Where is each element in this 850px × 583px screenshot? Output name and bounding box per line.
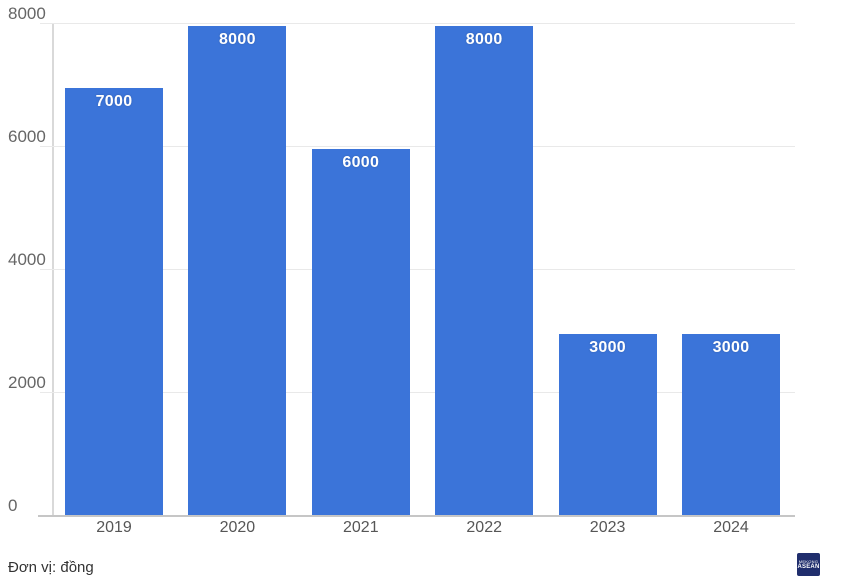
y-tick-label-0: 0 xyxy=(8,496,18,515)
x-tick-label-2019: 2019 xyxy=(96,519,132,536)
bar-2020: 8000 xyxy=(188,26,287,515)
bar-2023: 3000 xyxy=(558,333,657,515)
bar-value-label-2022: 8000 xyxy=(465,31,503,48)
bar-value-label-2023: 3000 xyxy=(589,338,626,356)
gridline-2000 xyxy=(40,392,795,393)
x-tick-label-2021: 2021 xyxy=(343,519,379,536)
logo-text-line1: MEKONG xyxy=(798,558,819,564)
gridline-4000 xyxy=(40,269,795,270)
bar-2021: 6000 xyxy=(311,149,410,515)
gridline-6000 xyxy=(40,146,795,147)
y-tick-label-4000: 4000 xyxy=(8,250,46,269)
x-axis-line xyxy=(38,515,795,517)
x-tick-label-2024: 2024 xyxy=(713,519,749,536)
x-tick-label-2020: 2020 xyxy=(219,519,256,536)
y-tick-label-6000: 6000 xyxy=(8,127,46,146)
bar-2024: 3000 xyxy=(682,333,780,515)
mekong-asean-logo: MEKONG ASEAN xyxy=(797,553,820,576)
bar-value-label-2024: 3000 xyxy=(712,338,750,356)
bar-value-label-2020: 8000 xyxy=(218,31,256,48)
bar-2019: 7000 xyxy=(65,87,163,515)
unit-note: Đơn vị: đồng xyxy=(8,559,94,576)
bar-value-label-2021: 6000 xyxy=(342,154,380,171)
logo-text-line2: ASEAN xyxy=(797,563,820,570)
x-tick-label-2022: 2022 xyxy=(466,519,502,536)
y-tick-label-2000: 2000 xyxy=(8,373,46,392)
y-tick-label-8000: 8000 xyxy=(8,4,46,23)
bar-value-label-2019: 7000 xyxy=(95,92,133,110)
gridline-8000 xyxy=(40,23,795,24)
x-tick-label-2023: 2023 xyxy=(589,519,626,536)
bar-2022: 8000 xyxy=(435,26,534,515)
